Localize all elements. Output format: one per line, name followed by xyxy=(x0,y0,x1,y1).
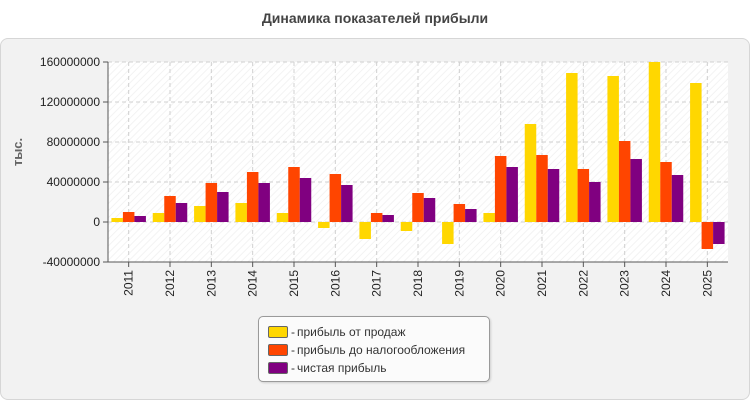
bar xyxy=(494,156,507,222)
bar xyxy=(607,76,619,222)
bar xyxy=(370,213,383,222)
legend: - прибыль от продаж - прибыль до налогообло… xyxy=(258,316,490,382)
y-axis-title: тыс. xyxy=(10,138,25,166)
bar xyxy=(713,222,725,244)
x-tick-label: 2024 xyxy=(659,270,673,297)
legend-item[interactable]: - чистая прибыль xyxy=(259,359,489,377)
bar xyxy=(341,185,353,222)
y-tick-label: -40000000 xyxy=(43,255,101,269)
bar xyxy=(111,218,123,222)
y-tick-label: 160000000 xyxy=(40,55,100,69)
bar xyxy=(258,183,270,222)
bar xyxy=(630,159,642,222)
legend-swatch xyxy=(268,344,288,356)
x-tick-label: 2019 xyxy=(452,270,466,297)
bar xyxy=(442,222,454,244)
bar xyxy=(152,213,165,222)
legend-prefix: - xyxy=(291,361,295,375)
x-tick-label: 2023 xyxy=(618,270,632,297)
bar xyxy=(175,203,188,222)
bar xyxy=(134,216,146,222)
bar xyxy=(483,213,495,222)
bar xyxy=(288,167,300,222)
bar xyxy=(618,141,631,222)
bar xyxy=(122,212,135,222)
bar xyxy=(506,167,518,222)
bar xyxy=(318,222,330,228)
bar xyxy=(589,182,601,222)
bar xyxy=(577,169,590,222)
axes-layer: 160000000 120000000 80000000 40000000 0 -4000… xyxy=(40,55,728,297)
x-tick-label: 2022 xyxy=(576,270,590,297)
bar xyxy=(359,222,371,239)
bar xyxy=(382,215,394,222)
legend-prefix: - xyxy=(291,343,295,357)
bar xyxy=(423,198,436,222)
legend-swatch xyxy=(268,326,288,338)
y-tick-label: 120000000 xyxy=(40,95,100,109)
bar xyxy=(648,62,661,222)
x-tick-label: 2012 xyxy=(163,270,177,297)
legend-label: прибыль до налогообложения xyxy=(297,343,466,357)
bar xyxy=(453,204,466,222)
legend-item[interactable]: - прибыль до налогообложения xyxy=(259,341,489,359)
x-tick-label: 2021 xyxy=(535,270,549,297)
bar xyxy=(566,73,578,222)
bar xyxy=(164,196,176,222)
bar xyxy=(671,175,684,222)
bar xyxy=(701,222,714,249)
y-tick-label: 40000000 xyxy=(47,175,101,189)
y-tick-label: 80000000 xyxy=(47,135,101,149)
bar xyxy=(536,155,548,222)
bar xyxy=(329,174,342,222)
chart-title: Динамика показателей прибыли xyxy=(261,10,489,26)
bar xyxy=(235,203,247,222)
bar xyxy=(246,172,259,222)
bar xyxy=(524,124,537,222)
bar xyxy=(205,183,218,222)
bar xyxy=(217,192,229,222)
x-tick-label: 2013 xyxy=(204,270,218,297)
x-tick-label: 2025 xyxy=(700,270,714,297)
legend-label: чистая прибыль xyxy=(297,361,387,375)
bar xyxy=(194,206,206,222)
x-tick-label: 2017 xyxy=(370,270,384,297)
y-tick-label: 0 xyxy=(93,215,100,229)
bar xyxy=(690,83,702,222)
legend-swatch xyxy=(268,362,288,374)
x-tick-label: 2016 xyxy=(328,270,342,297)
x-tick-label: 2014 xyxy=(246,270,260,297)
x-tick-label: 2015 xyxy=(287,270,301,297)
bar xyxy=(400,222,413,231)
x-tick-label: 2011 xyxy=(122,270,136,296)
x-tick-label: 2020 xyxy=(494,270,508,297)
bar xyxy=(412,193,424,222)
grid-layer xyxy=(108,61,728,263)
bar xyxy=(660,162,672,222)
bar xyxy=(465,209,477,222)
legend-item[interactable]: - прибыль от продаж xyxy=(259,323,489,341)
bars-layer xyxy=(111,62,725,249)
legend-prefix: - xyxy=(291,325,295,339)
bar xyxy=(547,169,560,222)
bar xyxy=(299,178,312,222)
legend-label: прибыль от продаж xyxy=(297,325,406,339)
x-tick-label: 2018 xyxy=(411,270,425,297)
bar xyxy=(276,213,289,222)
